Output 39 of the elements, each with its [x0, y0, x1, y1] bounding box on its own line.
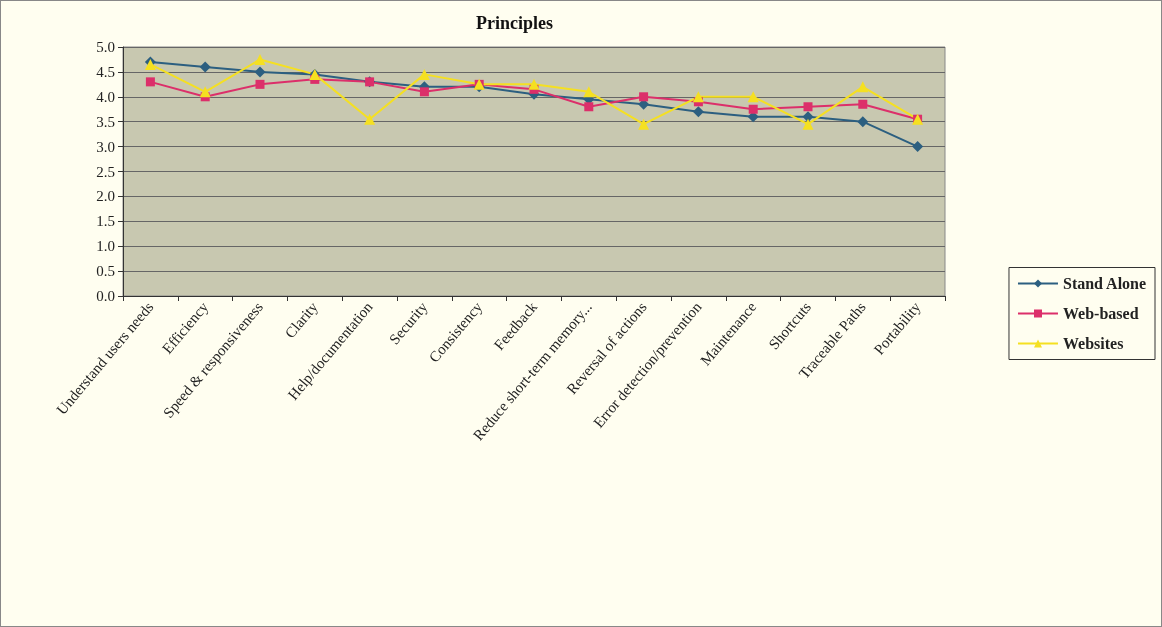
point — [803, 102, 813, 112]
point — [858, 99, 868, 109]
point — [528, 78, 540, 90]
y-tick-label: 0.0 — [96, 288, 115, 304]
point — [254, 66, 266, 78]
point — [639, 92, 649, 102]
y-tick-label: 2.5 — [96, 163, 115, 180]
point — [692, 91, 704, 103]
y-tick-label: 3.5 — [96, 113, 115, 130]
point — [418, 68, 430, 80]
point — [747, 91, 759, 103]
legend-label: Web-based — [1062, 305, 1139, 322]
legend-label: Websites — [1062, 335, 1124, 352]
point — [912, 141, 924, 153]
point — [255, 79, 265, 89]
legend-label: Stand Alone — [1062, 275, 1147, 292]
point — [254, 53, 266, 65]
y-tick-label: 0.5 — [96, 263, 115, 280]
y-tick-label: 2.0 — [96, 188, 115, 205]
point — [199, 61, 211, 73]
point — [145, 77, 155, 87]
y-tick-label: 1.0 — [96, 238, 115, 255]
point — [857, 81, 869, 93]
chart-title: Principles — [476, 13, 553, 33]
point — [802, 118, 814, 130]
y-tick-label: 4.0 — [96, 88, 115, 105]
point — [748, 104, 758, 114]
point — [364, 113, 376, 125]
point — [584, 102, 594, 112]
y-tick-label: 5.0 — [96, 39, 115, 55]
y-tick-label: 3.0 — [96, 138, 115, 155]
point — [857, 116, 869, 128]
point — [692, 106, 704, 118]
point — [583, 86, 595, 98]
point — [419, 87, 429, 97]
y-tick-label: 4.5 — [96, 63, 115, 80]
point — [638, 118, 650, 130]
y-tick-label: 1.5 — [96, 213, 115, 230]
point — [199, 86, 211, 98]
